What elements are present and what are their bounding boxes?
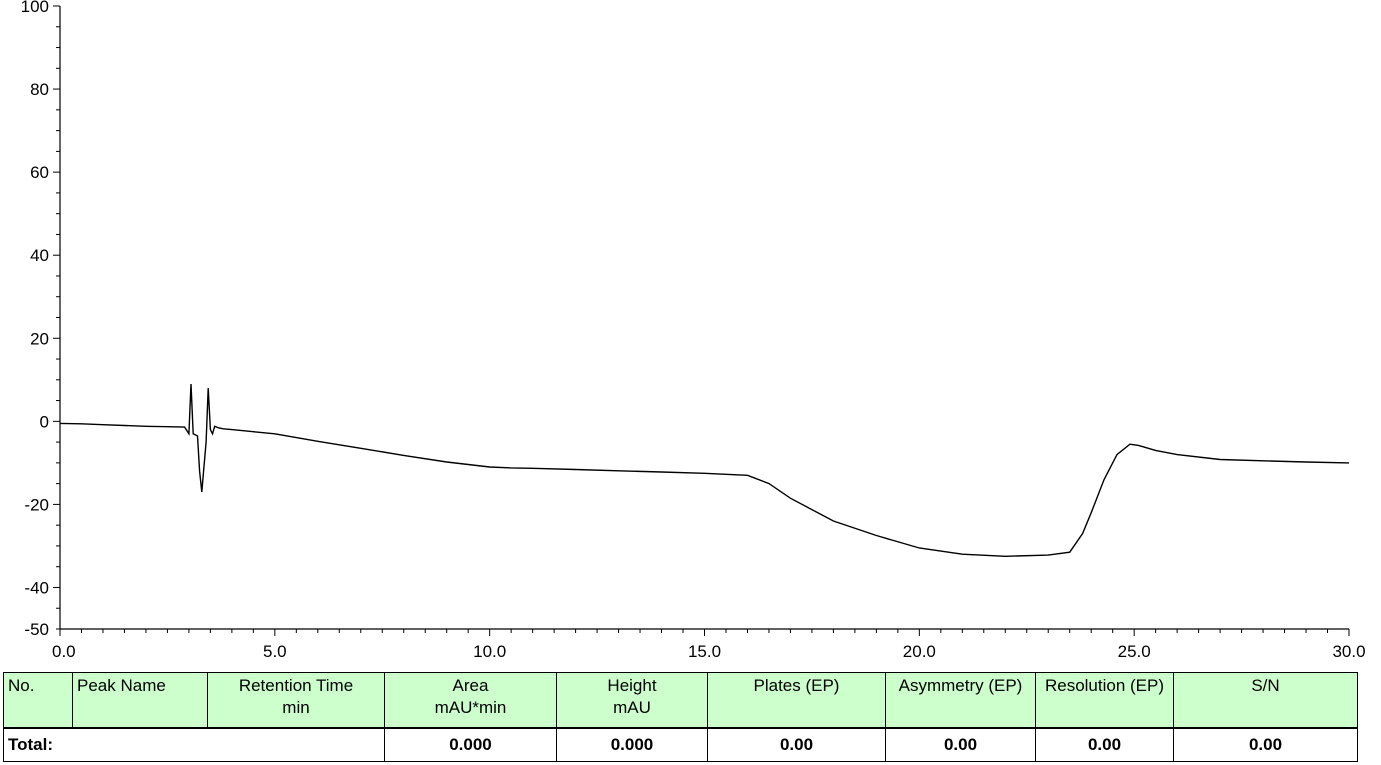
y-tick-label: 80 — [30, 80, 49, 99]
total-plates: 0.00 — [707, 727, 886, 762]
y-tick-label: -50 — [24, 620, 49, 639]
total-label: Total: — [3, 727, 385, 762]
chromatogram-chart: 100 80 60 40 20 0 -20 -40 -500.0 5.0 10.0 15.0 20.0 2… — [21, 0, 1366, 661]
header-sn: S/N — [1173, 672, 1358, 729]
y-tick-label: -40 — [24, 578, 49, 597]
x-tick-label: 25.0 — [1118, 642, 1151, 661]
header-no: No. — [3, 672, 73, 729]
x-tick-label: 15.0 — [688, 642, 721, 661]
chart-tick-labels: 100 80 60 40 20 0 -20 -40 -500.0 5.0 10.0 15.0 20.0 2… — [21, 0, 1366, 661]
y-tick-label: 60 — [30, 163, 49, 182]
total-area: 0.000 — [384, 727, 557, 762]
total-sn: 0.00 — [1173, 727, 1358, 762]
x-tick-label: 0.0 — [52, 642, 76, 661]
table-header-row: No. Peak Name Retention Time min Area mAU*… — [3, 672, 1358, 729]
chart-axes — [59, 6, 1349, 630]
y-tick-label: 0 — [40, 412, 49, 431]
header-peak-name: Peak Name — [72, 672, 208, 729]
x-tick-label: 30.0 — [1332, 642, 1365, 661]
x-tick-label: 10.0 — [473, 642, 506, 661]
y-tick-label: 100 — [21, 0, 49, 16]
total-asymmetry: 0.00 — [885, 727, 1036, 762]
chart-ticks — [53, 5, 1350, 636]
chromatogram-trace — [59, 383, 1350, 558]
x-tick-label: 20.0 — [903, 642, 936, 661]
header-resolution: Resolution (EP) — [1035, 672, 1174, 729]
header-retention-time: Retention Time min — [207, 672, 385, 729]
y-tick-label: 20 — [30, 329, 49, 348]
table-total-row: Total: 0.000 0.000 0.00 0.00 0.00 0.00 — [3, 727, 1358, 762]
peak-results-table: No. Peak Name Retention Time min Area mAU*… — [3, 672, 1358, 762]
y-tick-label: -20 — [24, 495, 49, 514]
y-tick-label: 40 — [30, 246, 49, 265]
header-area: Area mAU*min — [384, 672, 557, 729]
total-height: 0.000 — [556, 727, 708, 762]
header-height: Height mAU — [556, 672, 708, 729]
total-resolution: 0.00 — [1035, 727, 1174, 762]
x-tick-label: 5.0 — [263, 642, 287, 661]
header-plates: Plates (EP) — [707, 672, 886, 729]
header-asymmetry: Asymmetry (EP) — [885, 672, 1036, 729]
